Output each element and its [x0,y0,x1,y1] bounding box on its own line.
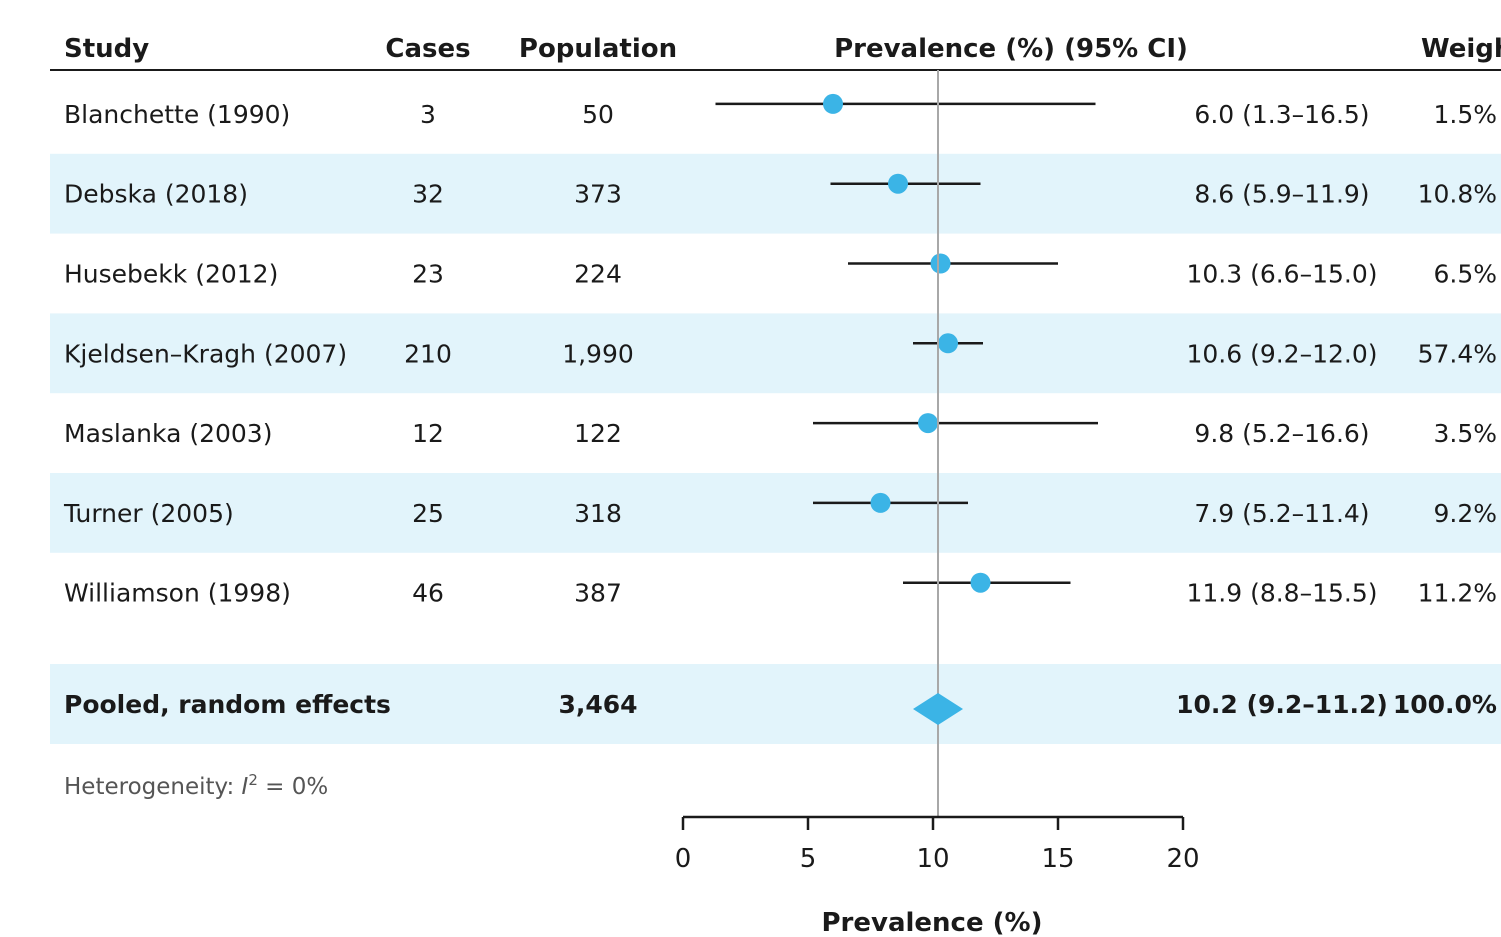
row-band [50,473,1501,553]
pooled-band [50,664,1501,744]
population-value: 373 [574,180,622,209]
table-header: Study Cases Population Prevalence (%) (9… [50,34,1501,71]
x-tick-label: 0 [675,844,692,874]
ci-label: 8.6 (5.9–11.9) [1194,180,1369,209]
population-value: 318 [574,499,622,528]
study-name: Debska (2018) [64,180,248,209]
row-bands [50,153,1501,744]
cases-value: 32 [412,180,444,209]
row-band [50,313,1501,394]
cases-value: 12 [412,419,444,448]
weight-value: 1.5% [1433,100,1497,129]
estimate-point [888,173,908,194]
header-population: Population [519,34,677,64]
study-name: Turner (2005) [63,499,234,528]
estimate-point [870,492,891,513]
ci-label: 10.3 (6.6–15.0) [1186,260,1377,289]
header-cases: Cases [385,34,470,64]
x-tick-label: 10 [916,844,949,874]
estimate-point [938,333,958,354]
header-study: Study [64,34,149,64]
ci-label: 9.8 (5.2–16.6) [1194,419,1369,448]
cases-value: 23 [412,260,444,289]
x-axis: 0 5 10 15 20 [675,815,1200,874]
estimate-point [930,253,951,274]
x-tick-label: 5 [800,844,817,874]
cases-value: 25 [412,499,444,528]
ci-label: 11.9 (8.8–15.5) [1186,579,1377,608]
population-value: 224 [574,260,622,289]
estimate-point [823,93,843,114]
ci-label: 7.9 (5.2–11.4) [1194,499,1369,528]
header-weight: Weight [1421,34,1501,64]
x-tick-label: 15 [1041,844,1074,874]
population-value: 1,990 [562,339,634,368]
population-value: 122 [574,419,622,448]
heterogeneity-prefix: Heterogeneity: [64,774,242,800]
study-name: Williamson (1998) [64,579,291,608]
pooled-diamond [913,693,963,725]
cases-value: 210 [404,339,452,368]
heterogeneity-suffix: = 0% [258,774,328,800]
weight-value: 11.2% [1418,579,1497,608]
population-value: 387 [574,579,622,608]
estimate-point [918,413,938,434]
x-tick-label: 20 [1166,844,1199,874]
weight-value: 6.5% [1433,260,1497,289]
ci-label: 10.6 (9.2–12.0) [1186,339,1377,368]
cases-value: 3 [420,100,436,129]
heterogeneity-sup: 2 [248,771,258,789]
estimate-point [970,572,991,593]
x-axis-label: Prevalence (%) [822,908,1043,937]
pooled-population: 3,464 [558,690,637,719]
weight-value: 3.5% [1433,419,1497,448]
weight-value: 10.8% [1418,180,1497,209]
study-name: Maslanka (2003) [64,419,272,448]
cases-value: 46 [412,579,444,608]
study-name: Blanchette (1990) [64,100,290,129]
study-name: Kjeldsen–Kragh (2007) [64,339,347,368]
heterogeneity-symbol: I [242,774,249,800]
header-prevalence: Prevalence (%) (95% CI) [834,34,1188,64]
study-rows: Blanchette (1990) 3 50 6.0 (1.3–16.5) 1.5% De… [63,100,1497,719]
ci-label: 6.0 (1.3–16.5) [1194,100,1369,129]
pooled-weight: 100.0% [1393,690,1497,719]
population-value: 50 [582,100,614,129]
study-name: Husebekk (2012) [64,260,278,289]
weight-value: 57.4% [1418,339,1497,368]
weight-value: 9.2% [1433,499,1497,528]
heterogeneity-note: Heterogeneity: I2 = 0% [64,771,328,800]
plot-area [715,70,1098,817]
row-band [50,153,1501,234]
pooled-ci-label: 10.2 (9.2–11.2) [1176,690,1388,719]
pooled-label: Pooled, random effects [64,690,391,719]
